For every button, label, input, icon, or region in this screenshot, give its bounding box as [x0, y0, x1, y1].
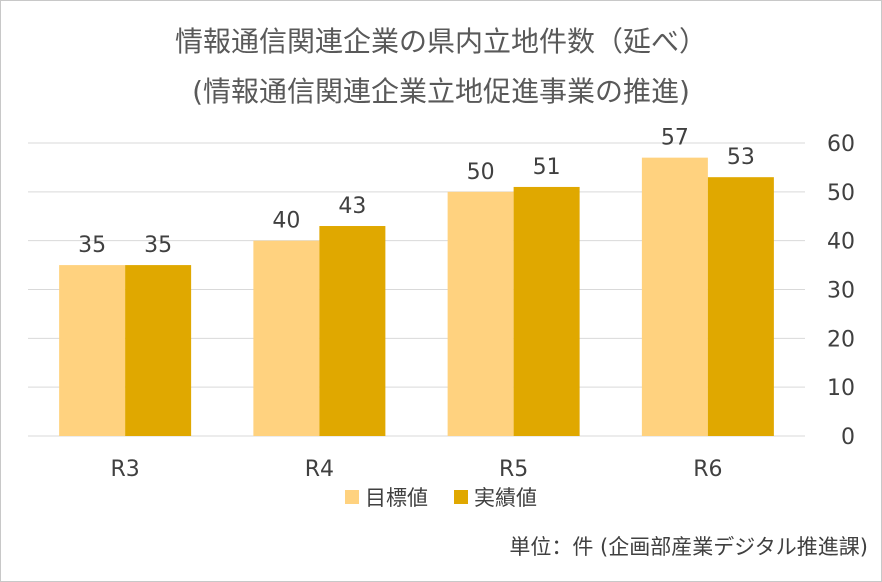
legend-item-actual: 実績値: [454, 482, 537, 512]
y-tick-label: 30: [827, 279, 855, 304]
bar-actual-R3: [125, 265, 192, 436]
bar-target-R3: [59, 265, 126, 436]
chart-subtitle: (情報通信関連企業立地促進事業の推進): [192, 75, 690, 108]
legend-label-target: 目標値: [365, 486, 428, 510]
bar-target-R6: [641, 157, 708, 436]
data-label-target: 40: [272, 209, 300, 234]
x-tick-label: R5: [499, 457, 528, 482]
y-tick-label: 20: [827, 327, 855, 352]
bar-target-R4: [253, 240, 320, 436]
x-tick-label: R4: [305, 457, 334, 482]
legend: 目標値 実績値: [0, 482, 882, 512]
legend-swatch-actual: [454, 490, 468, 504]
bar-actual-R4: [319, 226, 386, 436]
chart-title: 情報通信関連企業の県内立地件数（延べ）: [174, 25, 707, 58]
data-label-actual: 43: [338, 194, 366, 219]
x-tick-label: R3: [110, 457, 139, 482]
legend-item-target: 目標値: [345, 482, 428, 512]
data-label-target: 50: [467, 160, 495, 185]
legend-swatch-target: [345, 490, 359, 504]
y-tick-label: 50: [827, 181, 855, 206]
y-tick-label: 10: [827, 376, 855, 401]
y-tick-label: 60: [827, 132, 855, 157]
bar-target-R5: [447, 191, 514, 436]
bar-actual-R5: [513, 186, 580, 436]
bar-actual-R6: [707, 177, 774, 436]
y-tick-label: 40: [827, 230, 855, 255]
x-tick-label: R6: [693, 457, 722, 482]
legend-label-actual: 実績値: [474, 486, 537, 510]
data-label-actual: 53: [727, 145, 755, 170]
data-label-actual: 51: [533, 155, 561, 180]
data-label-target: 35: [78, 233, 106, 258]
data-label-actual: 35: [144, 233, 172, 258]
data-label-target: 57: [661, 126, 689, 151]
unit-note: 単位：件 (企画部産業デジタル推進課): [509, 535, 868, 559]
y-tick-label: 0: [841, 425, 855, 450]
